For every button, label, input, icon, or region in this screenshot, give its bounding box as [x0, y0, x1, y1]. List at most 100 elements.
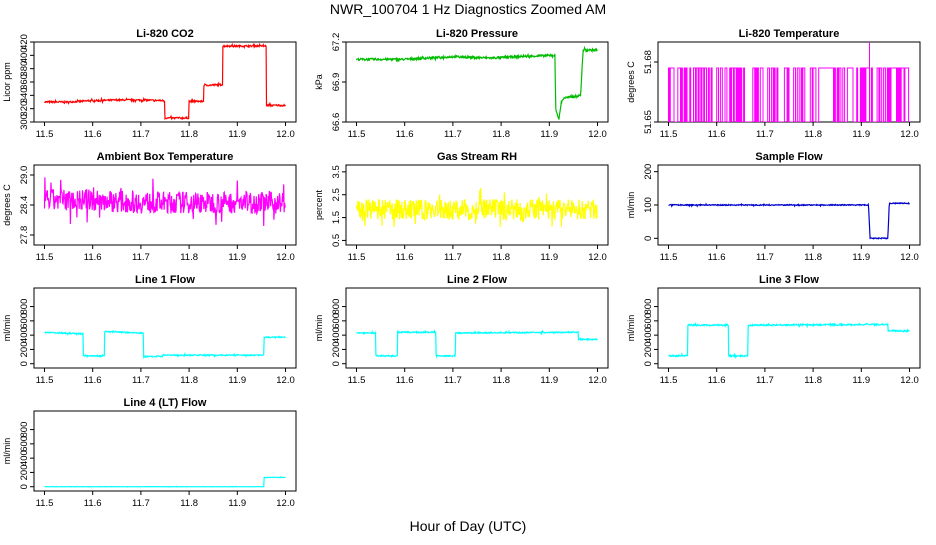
data-layer	[668, 201, 910, 240]
y-axis-label: ml/min	[626, 315, 636, 342]
x-tick-label: 11.7	[756, 252, 774, 263]
y-tick-label: 600	[331, 313, 342, 329]
y-tick-label: 66.9	[331, 73, 342, 92]
series-line	[356, 329, 598, 359]
series-line	[44, 330, 286, 360]
x-tick-label: 11.9	[228, 375, 246, 386]
y-tick-label: 400	[643, 327, 654, 343]
panel-title: Ambient Box Temperature	[97, 151, 234, 163]
data-layer	[44, 476, 286, 488]
y-tick-label: 66.6	[331, 113, 342, 132]
panel-9: Line 3 Flow ml/min 11.5 11.6 11.7 11.8 11.9 12.…	[626, 274, 921, 386]
panel-7: Line 1 Flow ml/min 11.5 11.6 11.7 11.8 11.9 12.…	[2, 274, 297, 386]
y-tick-label: 800	[331, 299, 342, 315]
y-tick-label: 600	[643, 313, 654, 329]
x-tick-label: 11.8	[180, 498, 198, 509]
panel-title: Line 4 (LT) Flow	[124, 397, 207, 409]
y-tick-label: 51.68	[643, 50, 654, 74]
x-tick-label: 11.8	[492, 375, 510, 386]
x-tick-label: 11.6	[84, 129, 102, 140]
x-tick-label: 11.7	[132, 252, 150, 263]
y-axis-label: ml/min	[2, 315, 12, 342]
x-tick-label: 11.5	[36, 252, 54, 263]
x-tick-label: 11.8	[180, 375, 198, 386]
x-tick-label: 11.5	[348, 129, 366, 140]
y-tick-label: 100	[643, 197, 654, 213]
data-layer	[355, 187, 598, 227]
y-tick-label: 200	[331, 341, 342, 357]
panel-6: Sample Flow ml/min 11.5 11.6 11.7 11.8 11.9 12.…	[626, 151, 921, 263]
x-tick-label: 11.6	[396, 375, 414, 386]
panel-title: Line 1 Flow	[135, 274, 195, 286]
y-tick-label: 0.5	[331, 234, 342, 247]
y-tick-label: 800	[643, 299, 654, 315]
figure-x-axis-label: Hour of Day (UTC)	[410, 518, 527, 534]
x-tick-label: 11.6	[396, 252, 414, 263]
y-axis-label: percent	[314, 189, 324, 220]
x-tick-label: 11.9	[852, 375, 870, 386]
plot-frame	[33, 287, 297, 369]
panel-title: Li-820 Temperature	[739, 28, 840, 40]
y-tick-label: 200	[643, 341, 654, 357]
x-tick-label: 11.9	[852, 129, 870, 140]
x-tick-label: 11.5	[660, 252, 678, 263]
x-tick-label: 12.0	[276, 129, 295, 140]
x-tick-label: 11.7	[756, 375, 774, 386]
x-tick-label: 11.9	[540, 252, 558, 263]
y-tick-label: 400	[19, 47, 30, 63]
panel-1: Li-820 CO2 Licor ppm 11.5 11.6 11.7 11.8 11.9 1…	[2, 28, 297, 140]
y-tick-label: 0	[643, 361, 654, 366]
y-axis-label: ml/min	[626, 192, 636, 219]
x-tick-label: 11.8	[804, 252, 822, 263]
x-tick-label: 11.6	[84, 252, 102, 263]
x-tick-label: 11.6	[708, 375, 726, 386]
panel-4: Ambient Box Temperature degrees C 11.5 11.6…	[2, 151, 297, 263]
x-tick-label: 12.0	[900, 129, 919, 140]
x-tick-label: 11.8	[492, 129, 510, 140]
x-tick-label: 11.9	[540, 129, 558, 140]
x-tick-label: 11.6	[84, 375, 102, 386]
y-tick-label: 600	[19, 436, 30, 452]
y-tick-label: 360	[19, 74, 30, 90]
panel-2: Li-820 Pressure kPa 11.5 11.6 11.7 11.8 11.9 12…	[314, 28, 609, 140]
x-tick-label: 11.7	[132, 129, 150, 140]
y-axis-label: ml/min	[2, 438, 12, 465]
x-tick-label: 12.0	[900, 375, 919, 386]
x-tick-label: 11.5	[348, 375, 366, 386]
x-tick-label: 12.0	[588, 129, 607, 140]
y-axis-label: degrees C	[2, 184, 12, 226]
y-tick-label: 400	[19, 450, 30, 466]
series-line	[44, 476, 286, 488]
x-tick-label: 11.6	[708, 252, 726, 263]
panel-3: Li-820 Temperature degrees C 11.5 11.6 11.7 1…	[626, 28, 921, 140]
x-tick-label: 11.6	[396, 129, 414, 140]
y-tick-label: 2.5	[331, 188, 342, 201]
x-tick-label: 11.7	[444, 375, 462, 386]
x-tick-label: 12.0	[588, 252, 607, 263]
panel-8: Line 2 Flow ml/min 11.5 11.6 11.7 11.8 11.9 12.…	[314, 274, 609, 386]
x-tick-label: 11.8	[180, 252, 198, 263]
x-tick-label: 11.5	[660, 375, 678, 386]
y-axis-label: degrees C	[626, 61, 636, 103]
panel-title: Li-820 CO2	[136, 28, 193, 40]
x-tick-label: 12.0	[900, 252, 919, 263]
x-tick-label: 11.8	[180, 129, 198, 140]
data-layer	[356, 329, 598, 359]
y-tick-label: 67.2	[331, 33, 342, 52]
x-tick-label: 11.6	[708, 129, 726, 140]
series-line	[668, 322, 910, 359]
data-layer	[43, 177, 287, 227]
y-tick-label: 0	[19, 361, 30, 366]
data-layer	[44, 42, 286, 121]
x-tick-label: 11.8	[804, 375, 822, 386]
y-axis-label: ml/min	[314, 315, 324, 342]
x-tick-label: 11.9	[228, 252, 246, 263]
x-tick-label: 12.0	[276, 498, 295, 509]
y-tick-label: 200	[19, 341, 30, 357]
x-tick-label: 11.8	[492, 252, 510, 263]
y-tick-label: 200	[643, 164, 654, 180]
x-tick-label: 11.5	[660, 129, 678, 140]
y-tick-label: 29.0	[19, 166, 30, 185]
